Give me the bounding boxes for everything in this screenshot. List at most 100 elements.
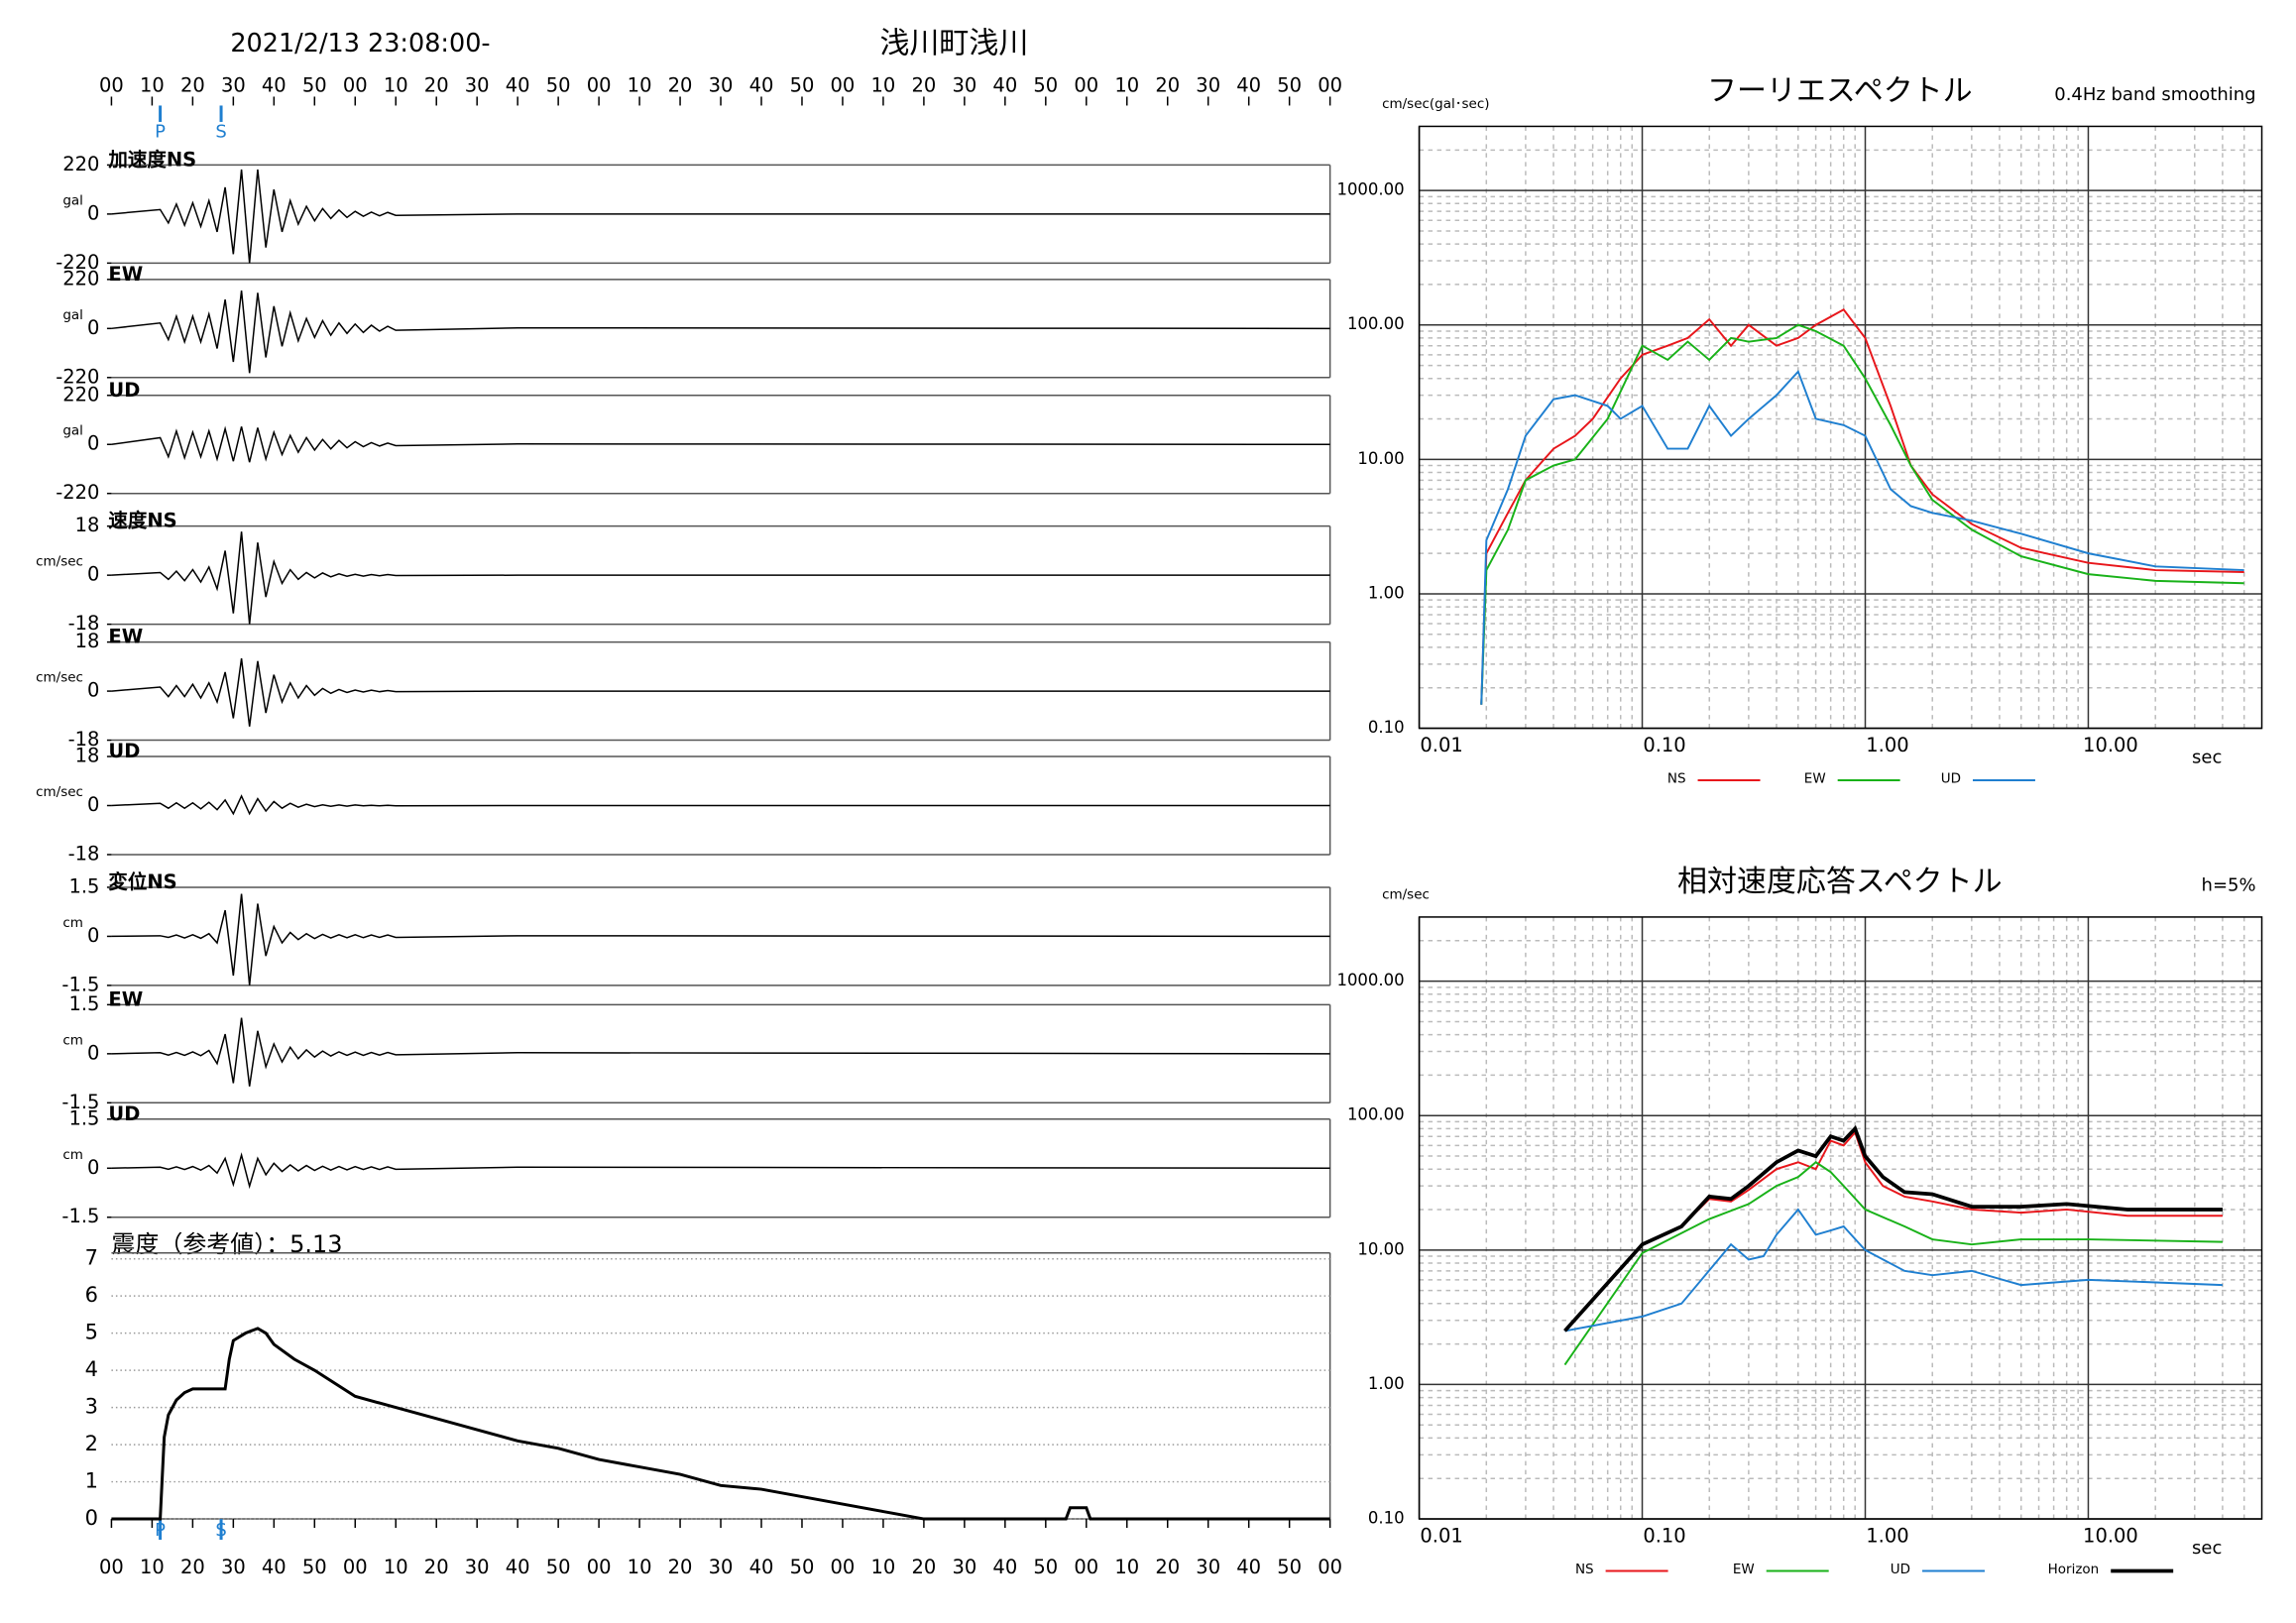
time-tick-label: 30 — [1196, 1556, 1220, 1578]
waveform — [111, 794, 1330, 816]
time-tick-label: 50 — [1277, 1556, 1302, 1578]
y-tick-label: 6 — [85, 1283, 98, 1307]
time-tick-label: 00 — [587, 1556, 612, 1578]
time-tick-label: 20 — [424, 73, 449, 96]
time-tick-label: 00 — [99, 1556, 124, 1578]
spectrum-title: フーリエスペクトル — [1707, 73, 1973, 108]
y-tick-label: 18 — [75, 745, 100, 767]
panel-label: EW — [108, 987, 143, 1010]
time-tick-label: 30 — [465, 1556, 490, 1578]
legend-label: EW — [1804, 771, 1826, 787]
x-tick-label: 0.01 — [1420, 1525, 1462, 1548]
spectrum-note: h=5% — [2202, 874, 2256, 895]
time-tick-label: 40 — [749, 73, 774, 96]
y-tick-label: -1.5 — [61, 1205, 99, 1227]
panel-label: 変位NS — [108, 870, 176, 893]
panel-label: EW — [108, 263, 143, 286]
x-tick-label: 0.10 — [1643, 1525, 1685, 1548]
y-tick-label: 0 — [87, 679, 99, 702]
y-tick-label: 1.00 — [1368, 1374, 1405, 1393]
y-tick-label: -1.5 — [61, 1091, 99, 1113]
time-tick-label: 30 — [221, 73, 246, 96]
time-tick-label: 30 — [709, 73, 734, 96]
intensity-line — [111, 1327, 1330, 1521]
time-tick-label: 10 — [140, 73, 165, 96]
time-tick-label: 10 — [871, 1556, 896, 1578]
y-tick-label: 0 — [87, 201, 99, 224]
x-tick-label: 1.00 — [1866, 734, 1908, 756]
unit-label: gal — [62, 307, 83, 323]
y-tick-label: 220 — [62, 153, 99, 175]
time-tick-label: 00 — [1074, 1556, 1098, 1578]
spectrum-title: 相対速度応答スペクトル — [1677, 865, 2003, 899]
time-tick-label: 40 — [1236, 1556, 1261, 1578]
y-axis-label: cm/sec — [1382, 886, 1430, 902]
time-tick-label: 00 — [831, 1556, 856, 1578]
time-tick-label: 10 — [628, 73, 652, 96]
y-tick-label: -18 — [68, 842, 100, 865]
station-title: 浅川町浅川 — [879, 27, 1028, 61]
time-tick-label: 40 — [506, 73, 530, 96]
time-tick-label: 10 — [384, 73, 408, 96]
panel-label: UD — [108, 379, 140, 402]
unit-label: cm — [62, 915, 83, 931]
phase-label: S — [215, 1520, 226, 1541]
y-tick-label: -1.5 — [61, 973, 99, 995]
time-tick-label: 50 — [302, 1556, 327, 1578]
time-tick-label: 50 — [546, 73, 571, 96]
unit-label: gal — [62, 423, 83, 439]
y-tick-label: 0.10 — [1368, 718, 1405, 737]
time-tick-label: 00 — [99, 73, 124, 96]
time-tick-label: 50 — [790, 1556, 815, 1578]
y-tick-label: 0 — [87, 316, 99, 339]
y-tick-label: 3 — [85, 1395, 98, 1419]
y-tick-label: 7 — [85, 1246, 98, 1270]
y-tick-label: 0 — [85, 1506, 98, 1530]
panel-label: EW — [108, 626, 143, 648]
y-tick-label: 1.00 — [1368, 583, 1405, 602]
spectrum-line — [1480, 369, 2244, 705]
y-tick-label: 18 — [75, 514, 100, 536]
time-tick-label: 30 — [952, 73, 976, 96]
spectrum-note: 0.4Hz band smoothing — [2054, 84, 2255, 105]
time-tick-label: 40 — [749, 1556, 774, 1578]
y-tick-label: 10.00 — [1357, 1239, 1404, 1258]
x-tick-label: 0.01 — [1420, 734, 1462, 756]
y-tick-label: 0 — [87, 563, 99, 586]
panel-label: 加速度NS — [107, 148, 196, 171]
y-tick-label: 1.5 — [68, 1106, 99, 1129]
unit-label: cm/sec — [36, 784, 83, 800]
y-tick-label: 1.5 — [68, 874, 99, 897]
time-tick-label: 30 — [1196, 73, 1220, 96]
legend-label: NS — [1575, 1562, 1594, 1577]
time-tick-label: 10 — [1114, 1556, 1139, 1578]
y-tick-label: 220 — [62, 267, 99, 290]
waveform — [111, 169, 1330, 264]
time-tick-label: 20 — [668, 73, 693, 96]
y-tick-label: 0 — [87, 793, 99, 816]
time-tick-label: 00 — [1074, 73, 1098, 96]
waveform — [111, 1152, 1330, 1190]
time-tick-label: 20 — [424, 1556, 449, 1578]
phase-label: P — [155, 121, 166, 142]
plot-frame — [1418, 125, 2263, 730]
spectrum-line — [1480, 308, 2244, 705]
panel-label: UD — [108, 1102, 140, 1125]
panel-label: UD — [108, 740, 140, 762]
time-tick-label: 50 — [1033, 73, 1058, 96]
y-tick-label: 0 — [87, 1041, 99, 1064]
x-tick-label: 1.00 — [1866, 1525, 1908, 1548]
waveform — [111, 425, 1330, 463]
waveform — [111, 657, 1330, 727]
y-tick-label: -18 — [68, 612, 100, 635]
legend-label: EW — [1733, 1562, 1755, 1577]
spectrum-line — [1564, 1208, 2223, 1333]
start-time: 2021/2/13 23:08:00- — [230, 29, 490, 58]
time-tick-label: 50 — [1277, 73, 1302, 96]
y-axis-label: cm/sec(gal･sec) — [1382, 96, 1489, 112]
plot-frame — [1418, 916, 2263, 1520]
time-tick-label: 10 — [871, 73, 896, 96]
x-tick-label: 10.00 — [2083, 734, 2138, 756]
spectrum-line — [1563, 1130, 2223, 1333]
time-tick-label: 10 — [1114, 73, 1139, 96]
